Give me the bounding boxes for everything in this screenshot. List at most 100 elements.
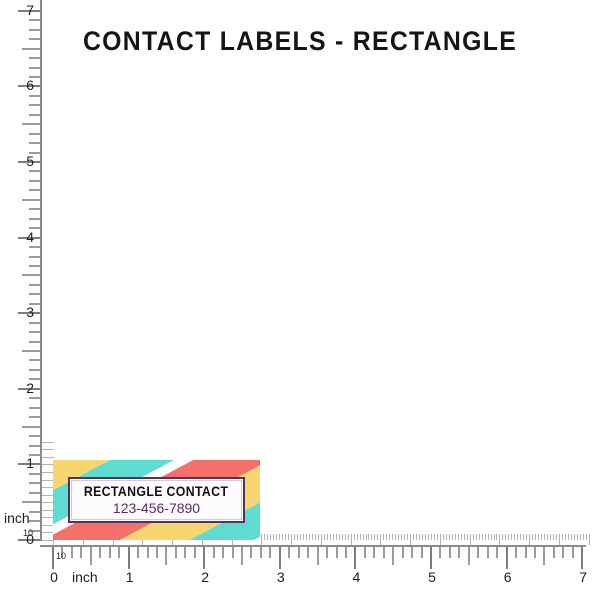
- horizontal-ruler-tick: [458, 547, 461, 558]
- horizontal-ruler-metric-tick: [344, 534, 346, 540]
- vertical-ruler-metric-label: 10: [23, 528, 34, 538]
- vertical-ruler-tick: [22, 274, 40, 277]
- horizontal-ruler-metric-tick: [541, 534, 543, 540]
- horizontal-ruler-metric-tick: [288, 534, 290, 540]
- horizontal-ruler-tick: [127, 547, 130, 569]
- horizontal-ruler-tick: [496, 547, 499, 558]
- horizontal-ruler-metric-tick: [425, 534, 427, 540]
- horizontal-ruler-tick: [231, 547, 234, 558]
- horizontal-ruler-metric-tick: [472, 534, 474, 540]
- horizontal-ruler-number: 7: [579, 569, 588, 585]
- horizontal-ruler-tick: [165, 547, 168, 565]
- vertical-ruler-tick: [18, 463, 40, 466]
- horizontal-ruler-tick: [288, 547, 291, 558]
- vertical-ruler-metric-tick: [42, 532, 54, 534]
- horizontal-ruler-metric-tick: [401, 534, 403, 540]
- horizontal-ruler-spine: [40, 545, 586, 547]
- vertical-ruler-tick: [29, 359, 40, 362]
- vertical-ruler-metric-tick: [42, 540, 54, 541]
- horizontal-ruler-metric-tick: [371, 534, 373, 540]
- horizontal-ruler-tick: [250, 547, 253, 558]
- horizontal-ruler-metric-tick: [392, 534, 394, 540]
- horizontal-ruler-metric-tick: [419, 534, 421, 540]
- vertical-ruler-tick: [29, 293, 40, 296]
- horizontal-ruler-metric-tick: [496, 534, 498, 540]
- horizontal-ruler-metric-tick: [484, 534, 486, 540]
- horizontal-ruler-tick: [70, 547, 73, 558]
- horizontal-ruler-metric-tick: [579, 534, 581, 540]
- horizontal-ruler-tick: [61, 547, 64, 558]
- vertical-ruler-tick: [29, 416, 40, 419]
- vertical-ruler-metric-tick: [42, 509, 54, 511]
- horizontal-ruler-tick: [411, 547, 414, 558]
- horizontal-ruler-metric-tick: [556, 534, 557, 540]
- horizontal-ruler-metric-tick: [279, 534, 281, 540]
- horizontal-ruler-tick: [222, 547, 225, 558]
- vertical-ruler-metric-tick: [42, 479, 54, 481]
- vertical-ruler-tick: [18, 312, 40, 315]
- vertical-ruler-tick: [18, 387, 40, 390]
- horizontal-ruler-metric-tick: [469, 534, 471, 545]
- horizontal-ruler-metric-tick: [428, 534, 430, 540]
- vertical-ruler-tick: [22, 350, 40, 352]
- vertical-ruler-tick: [29, 104, 40, 107]
- horizontal-ruler-metric-tick: [442, 534, 444, 540]
- horizontal-ruler-metric-tick: [499, 534, 501, 545]
- horizontal-ruler-tick: [137, 547, 140, 558]
- label-inner-frame: RECTANGLE CONTACT 123-456-7890: [68, 477, 245, 523]
- contact-label-rectangle[interactable]: RECTANGLE CONTACT 123-456-7890: [53, 460, 260, 540]
- vertical-ruler-tick: [29, 331, 40, 334]
- vertical-ruler-tick: [29, 529, 40, 532]
- horizontal-ruler-metric-tick: [303, 534, 305, 540]
- horizontal-ruler-tick: [562, 547, 565, 558]
- vertical-ruler-tick: [18, 539, 40, 541]
- vertical-ruler-tick: [29, 283, 40, 286]
- horizontal-ruler-metric-tick: [505, 534, 507, 540]
- horizontal-ruler-metric-tick: [493, 534, 495, 540]
- horizontal-ruler-tick: [486, 547, 489, 558]
- vertical-ruler-tick: [29, 189, 40, 192]
- horizontal-ruler-metric-tick: [585, 534, 587, 540]
- vertical-ruler-tick: [29, 170, 40, 173]
- vertical-ruler-tick: [22, 501, 40, 504]
- vertical-ruler-unit-label: inch: [4, 510, 30, 526]
- horizontal-ruler-tick: [155, 547, 158, 558]
- vertical-ruler-tick: [29, 397, 40, 400]
- horizontal-ruler-metric-tick: [567, 534, 569, 540]
- horizontal-ruler-metric-tick: [502, 534, 504, 540]
- vertical-ruler-tick: [29, 217, 40, 220]
- vertical-ruler-tick: [29, 444, 40, 447]
- horizontal-ruler-metric-tick: [362, 534, 364, 540]
- horizontal-ruler-metric-tick: [460, 534, 462, 540]
- vertical-ruler-number: 2: [26, 379, 34, 396]
- horizontal-ruler-metric-tick: [404, 534, 406, 540]
- horizontal-ruler-tick: [174, 547, 177, 558]
- horizontal-ruler-metric-tick: [416, 534, 418, 540]
- horizontal-ruler-tick: [184, 547, 187, 558]
- vertical-ruler-tick: [29, 28, 40, 31]
- horizontal-ruler-tick: [505, 547, 508, 569]
- vertical-ruler-tick: [29, 94, 40, 97]
- vertical-ruler-metric-tick: [42, 487, 54, 489]
- vertical-ruler-tick: [29, 453, 40, 456]
- vertical-ruler-tick: [29, 406, 40, 409]
- horizontal-ruler-tick: [80, 547, 83, 558]
- horizontal-ruler-metric-tick: [270, 534, 272, 540]
- horizontal-ruler-metric-tick: [538, 534, 540, 540]
- horizontal-ruler-metric-tick: [365, 534, 367, 540]
- vertical-ruler-tick: [29, 302, 40, 305]
- horizontal-ruler-metric-tick: [448, 534, 450, 540]
- horizontal-ruler-metric-tick: [508, 534, 510, 540]
- horizontal-ruler-metric-tick: [395, 534, 397, 540]
- horizontal-ruler-tick: [354, 547, 357, 569]
- horizontal-ruler-metric-tick: [576, 534, 578, 540]
- horizontal-ruler-metric-tick: [282, 534, 284, 540]
- vertical-ruler-metric-tick: [42, 449, 54, 451]
- vertical-ruler-tick: [29, 368, 40, 371]
- vertical-ruler-number: 3: [26, 304, 34, 321]
- horizontal-ruler-metric-label: 10: [56, 551, 67, 561]
- vertical-ruler-tick: [29, 75, 40, 78]
- vertical-ruler-tick: [18, 9, 40, 12]
- horizontal-ruler-tick: [259, 547, 262, 558]
- vertical-ruler-tick: [29, 113, 40, 116]
